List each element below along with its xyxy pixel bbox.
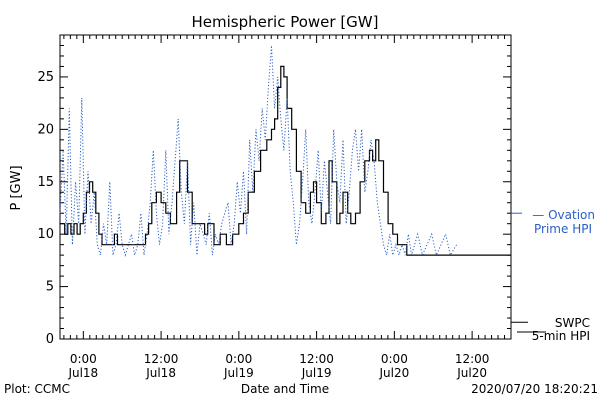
y-tick-label: 0 <box>46 332 54 347</box>
legend-ovation-label-2: Prime HPI <box>534 222 592 236</box>
y-tick-label: 10 <box>37 227 54 242</box>
x-tick-time-label: 12:00 <box>455 352 490 366</box>
y-tick-label: 20 <box>37 122 54 137</box>
series-swpc-5min-hpi <box>60 65 511 256</box>
x-tick-date-label: Jul19 <box>223 366 254 380</box>
axis-ticks: 05101520250:00Jul1812:00Jul180:00Jul1912… <box>37 34 512 380</box>
x-tick-date-label: Jul20 <box>456 366 487 380</box>
x-tick-time-label: 12:00 <box>144 352 179 366</box>
chart-title: Hemispheric Power [GW] <box>192 13 379 31</box>
x-tick-date-label: Jul18 <box>67 366 98 380</box>
x-tick-time-label: 0:00 <box>70 352 97 366</box>
footer-timestamp: 2020/07/20 18:20:21 <box>471 382 598 396</box>
series-ovation-prime-hpi <box>59 45 458 257</box>
footer-credit: Plot: CCMC <box>4 382 70 396</box>
x-tick-time-label: 0:00 <box>225 352 252 366</box>
x-axis-label: Date and Time <box>241 382 329 396</box>
x-tick-date-label: Jul20 <box>378 366 409 380</box>
series-lines <box>59 45 511 257</box>
y-tick-label: 25 <box>37 70 54 85</box>
plot-area-frame <box>59 34 512 340</box>
y-tick-label: 15 <box>37 175 54 190</box>
x-tick-time-label: 12:00 <box>299 352 334 366</box>
y-axis-label: P [GW] <box>9 165 24 210</box>
x-tick-date-label: Jul18 <box>145 366 176 380</box>
y-tick-label: 5 <box>46 280 54 295</box>
legend-swpc-label-2: 5-min HPI <box>532 329 590 343</box>
x-tick-time-label: 0:00 <box>381 352 408 366</box>
x-tick-date-label: Jul19 <box>301 366 332 380</box>
legend-ovation-label: — Ovation <box>532 208 595 222</box>
legend-swpc-label: SWPC <box>555 316 590 330</box>
